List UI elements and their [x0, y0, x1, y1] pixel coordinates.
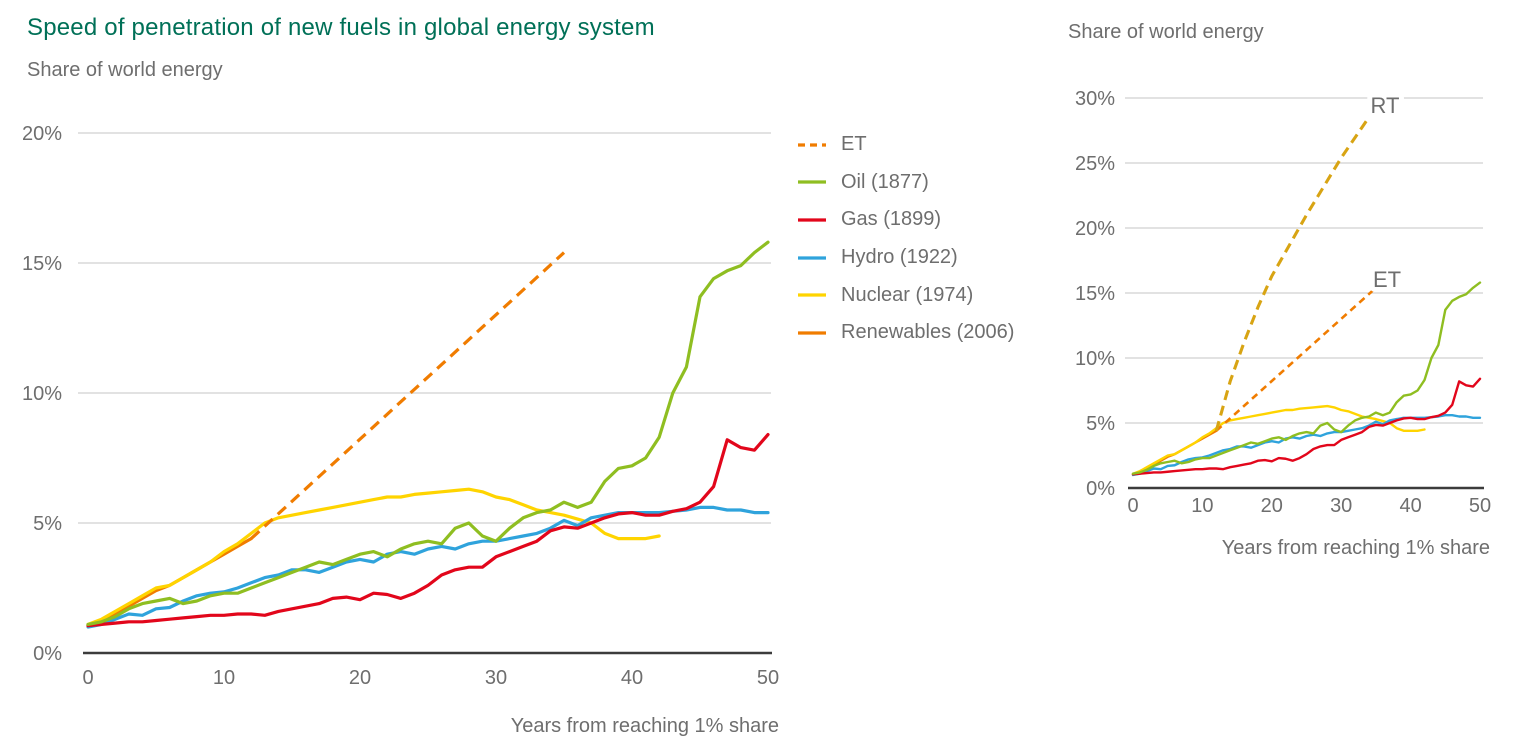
legend-item-label: Renewables (2006)	[841, 321, 1015, 344]
annotation-rt-label: RT	[1370, 93, 1399, 118]
series-line-renewables	[1131, 429, 1218, 476]
x-tick-label: 50	[757, 667, 779, 689]
y-tick-label: 20%	[1075, 218, 1115, 240]
legend-item-hydro: Hydro (1922)	[797, 239, 1014, 277]
legend-item-renewables: Renewables (2006)	[797, 314, 1014, 352]
left-chart-subtitle: Share of world energy	[27, 59, 223, 81]
x-tick-label: 20	[1261, 495, 1283, 517]
legend-swatch	[798, 255, 826, 260]
x-tick-label: 20	[349, 667, 371, 689]
legend-swatch	[798, 218, 826, 222]
series-line-oil	[86, 240, 770, 627]
legend-swatch	[798, 143, 826, 147]
x-tick-label: 40	[1399, 495, 1421, 517]
projection-line-et	[250, 251, 566, 540]
y-tick-label: 10%	[22, 383, 62, 405]
left-chart-x-axis-label: Years from reaching 1% share	[510, 715, 779, 737]
legend-item-label: Oil (1877)	[841, 170, 929, 193]
legend: ET Oil (1877) Gas (1899) Hydro (1922) Nuclea…	[797, 126, 1014, 352]
y-tick-label: 15%	[22, 253, 62, 275]
x-tick-label: 30	[1330, 495, 1352, 517]
x-tick-label: 30	[485, 667, 507, 689]
legend-swatch	[798, 293, 826, 297]
projection-line-et	[1215, 286, 1377, 432]
series-line-oil	[1131, 281, 1482, 475]
y-tick-label: 15%	[1075, 283, 1115, 305]
y-tick-label: 25%	[1075, 153, 1115, 175]
legend-item-label: Hydro (1922)	[841, 246, 958, 269]
y-tick-label: 10%	[1075, 348, 1115, 370]
projection-line-rt	[1214, 106, 1378, 432]
y-tick-label: 0%	[33, 643, 62, 665]
legend-item-et: ET	[797, 126, 1014, 164]
legend-swatch	[798, 180, 826, 184]
y-tick-label: 0%	[1086, 478, 1115, 500]
x-tick-label: 0	[1127, 495, 1138, 517]
x-tick-label: 10	[1191, 495, 1213, 517]
y-tick-label: 20%	[22, 123, 62, 145]
x-tick-label: 50	[1469, 495, 1491, 517]
y-tick-label: 5%	[1086, 413, 1115, 435]
x-tick-label: 10	[213, 667, 235, 689]
series-line-hydro	[1131, 414, 1482, 477]
y-tick-label: 30%	[1075, 88, 1115, 110]
right-chart-subtitle: Share of world energy	[1068, 21, 1264, 43]
legend-item-gas: Gas (1899)	[797, 201, 1014, 239]
x-tick-label: 0	[82, 667, 93, 689]
y-tick-label: 5%	[33, 513, 62, 535]
x-tick-label: 40	[621, 667, 643, 689]
series-line-nuclear	[1131, 404, 1426, 475]
series-line-gas	[86, 433, 770, 628]
legend-item-label: Gas (1899)	[841, 208, 942, 231]
annotation-et-label: ET	[1373, 267, 1401, 292]
series-line-gas	[1131, 377, 1482, 476]
legend-item-nuclear: Nuclear (1974)	[797, 276, 1014, 314]
legend-item-oil: Oil (1877)	[797, 164, 1014, 202]
series-line-hydro	[86, 505, 770, 629]
legend-swatch	[798, 331, 826, 335]
legend-item-label: ET	[841, 133, 867, 156]
right-chart-x-axis-label: Years from reaching 1% share	[1221, 537, 1490, 559]
page-title: Speed of penetration of new fuels in glo…	[27, 14, 655, 41]
legend-item-label: Nuclear (1974)	[841, 283, 974, 306]
